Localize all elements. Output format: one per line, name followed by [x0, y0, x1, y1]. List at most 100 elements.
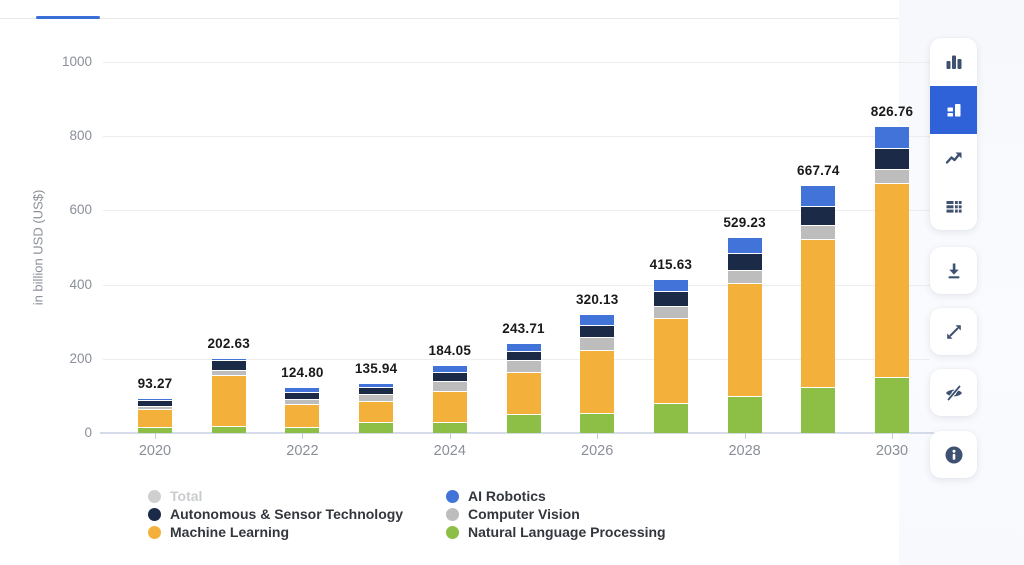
bar-segment[interactable]	[285, 399, 320, 404]
bar-segment[interactable]	[653, 306, 688, 319]
bar-segment[interactable]	[875, 377, 909, 433]
bar-segment[interactable]	[211, 359, 246, 370]
bar-segment[interactable]	[211, 374, 246, 426]
toolbar-button-hide-series[interactable]	[930, 369, 977, 416]
x-tick-2020	[155, 433, 156, 439]
bar-segment[interactable]	[801, 387, 836, 433]
bar-segment[interactable]	[727, 270, 762, 283]
expand-card	[930, 308, 977, 355]
line-chart-icon	[944, 148, 964, 168]
bar-segment[interactable]	[653, 403, 688, 433]
toolbar-button-expand[interactable]	[930, 308, 977, 355]
y-axis-title: in billion USD (US$)	[30, 189, 46, 306]
bar-segment[interactable]	[138, 408, 172, 428]
bar-segment[interactable]	[653, 318, 688, 404]
toolbar-button-stacked-bar-chart[interactable]	[930, 86, 977, 134]
legend-item-natural-language-processing[interactable]: Natural Language Processing	[446, 524, 666, 540]
bar-segment[interactable]	[138, 427, 172, 433]
bar-segment[interactable]	[801, 225, 836, 240]
table-view-icon	[944, 196, 964, 216]
x-tick-2028	[744, 433, 746, 439]
y-tick-label-0: 0	[84, 425, 92, 440]
x-tick-2022	[302, 433, 304, 439]
bar-segment[interactable]	[580, 412, 615, 433]
bar-segment[interactable]	[432, 380, 467, 392]
bar-segment[interactable]	[432, 371, 467, 381]
gridline-600	[103, 210, 930, 212]
legend-item-autonomous-sensor-technology[interactable]: Autonomous & Sensor Technology	[148, 506, 403, 522]
bar-segment[interactable]	[727, 395, 762, 433]
bar-segment[interactable]	[506, 342, 541, 351]
gridline-400	[103, 284, 930, 286]
bar-chart-icon	[944, 52, 964, 72]
toolbar-button-info[interactable]	[930, 431, 977, 478]
bar-segment[interactable]	[875, 168, 909, 184]
hide-series-icon	[944, 383, 964, 403]
legend-label: Total	[170, 488, 203, 504]
bar-segment[interactable]	[285, 426, 320, 433]
bar-segment[interactable]	[653, 291, 688, 307]
legend-item-ai-robotics[interactable]: AI Robotics	[446, 488, 666, 504]
toolbar-button-download[interactable]	[930, 247, 977, 294]
bar-segment[interactable]	[727, 236, 762, 253]
legend-item-total[interactable]: Total	[148, 488, 403, 504]
toolbar-button-line-chart[interactable]	[930, 134, 977, 182]
bar-segment[interactable]	[138, 405, 172, 409]
y-tick-label-1000: 1000	[61, 54, 92, 69]
bar-segment[interactable]	[359, 422, 394, 433]
info-card	[930, 431, 977, 478]
bar-segment[interactable]	[801, 206, 836, 226]
bar-segment[interactable]	[359, 382, 394, 387]
bar-segment[interactable]	[359, 401, 394, 423]
bar-segment[interactable]	[506, 360, 541, 372]
bar-segment[interactable]	[580, 314, 615, 326]
active-tab-indicator[interactable]	[36, 16, 100, 19]
gridline-1000	[103, 62, 930, 63]
legend-dot	[148, 507, 161, 521]
toolbar-button-table-view[interactable]	[930, 182, 977, 230]
x-axis-line	[100, 432, 934, 434]
bar-segment[interactable]	[580, 325, 615, 337]
toolbar-button-bar-chart[interactable]	[930, 38, 977, 86]
bar-segment[interactable]	[211, 357, 246, 360]
bar-segment[interactable]	[801, 239, 836, 388]
bar-segment[interactable]	[211, 425, 246, 433]
x-tick-2024	[449, 433, 451, 439]
bar-segment[interactable]	[285, 403, 320, 427]
bar-segment[interactable]	[875, 126, 909, 149]
bar-segment[interactable]	[580, 350, 615, 413]
stacked-bar-chart-icon	[944, 100, 964, 120]
legend-dot	[446, 525, 459, 539]
bar-segment[interactable]	[653, 278, 688, 292]
bar-segment[interactable]	[580, 336, 615, 351]
bar-segment[interactable]	[727, 282, 762, 396]
bar-total-label-2020: 93.27	[137, 376, 173, 392]
bar-segment[interactable]	[506, 371, 541, 415]
bar-segment[interactable]	[138, 398, 172, 400]
bar-segment[interactable]	[138, 399, 172, 406]
bar-segment[interactable]	[285, 391, 320, 400]
bar-segment[interactable]	[211, 369, 246, 375]
bar-segment[interactable]	[875, 183, 909, 378]
bar-segment[interactable]	[359, 386, 394, 395]
bar-segment[interactable]	[727, 252, 762, 271]
x-tick-label-2022: 2022	[286, 443, 319, 459]
x-tick-2026	[597, 433, 599, 439]
bar-segment[interactable]	[285, 386, 320, 392]
bar-segment[interactable]	[506, 414, 541, 433]
bar-segment[interactable]	[506, 350, 541, 361]
gridline-800	[103, 136, 930, 138]
bar-segment[interactable]	[432, 422, 467, 433]
legend-item-computer-vision[interactable]: Computer Vision	[446, 506, 666, 522]
bar-segment[interactable]	[359, 394, 394, 402]
legend-label: Autonomous & Sensor Technology	[170, 506, 404, 522]
legend-label: Computer Vision	[468, 506, 580, 522]
chart-type-switcher	[930, 38, 977, 230]
legend-item-machine-learning[interactable]: Machine Learning	[148, 524, 403, 540]
bar-segment[interactable]	[875, 148, 909, 169]
bar-segment[interactable]	[801, 185, 836, 207]
download-icon	[944, 261, 964, 281]
bar-segment[interactable]	[432, 364, 467, 372]
bar-segment[interactable]	[432, 391, 467, 423]
legend-dot	[148, 525, 161, 539]
